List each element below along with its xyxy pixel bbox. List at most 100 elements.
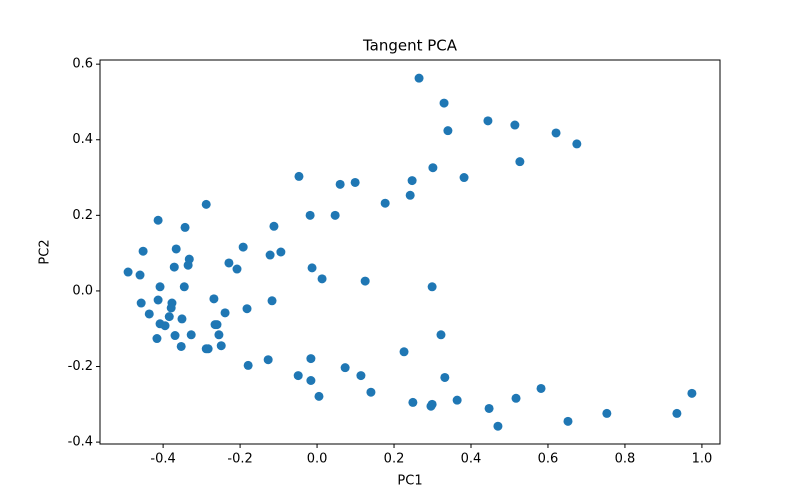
point [439, 98, 449, 108]
y-tick-label: 0.6 [72, 57, 93, 72]
point [153, 295, 163, 305]
point [164, 312, 174, 322]
point [436, 330, 446, 340]
point [160, 321, 170, 331]
point [493, 421, 503, 431]
point [536, 383, 546, 393]
point [340, 363, 350, 373]
x-tick-label: 0.2 [384, 452, 405, 467]
point [426, 401, 436, 411]
point [515, 157, 525, 167]
point [220, 308, 230, 318]
point [135, 270, 145, 280]
x-tick-label: 0.6 [538, 452, 559, 467]
point [209, 294, 219, 304]
chart-title: Tangent PCA [362, 37, 458, 55]
point [269, 221, 279, 231]
point [152, 334, 162, 344]
point [232, 264, 242, 274]
point [263, 355, 273, 365]
point [399, 347, 409, 357]
x-tick-label: 1.0 [692, 452, 713, 467]
point [138, 246, 148, 256]
point [267, 296, 277, 306]
x-tick-label: -0.4 [150, 452, 175, 467]
x-tick-label: 0.8 [615, 452, 636, 467]
point [177, 314, 187, 324]
point [428, 163, 438, 173]
point [180, 222, 190, 232]
point [350, 177, 360, 187]
point [153, 215, 163, 225]
y-tick-label: 0.2 [72, 208, 93, 223]
point [317, 274, 327, 284]
point [183, 260, 193, 270]
point [672, 408, 682, 418]
point [305, 210, 315, 220]
point [276, 247, 286, 257]
point [170, 331, 180, 341]
point [169, 262, 179, 272]
point [186, 330, 196, 340]
point [238, 242, 248, 252]
point [171, 244, 181, 254]
y-tick-label: 0.0 [72, 283, 93, 298]
x-tick-label: 0.4 [461, 452, 482, 467]
point [511, 393, 521, 403]
point [123, 267, 133, 277]
point [510, 120, 520, 130]
point [203, 344, 213, 354]
point [293, 371, 303, 381]
point [216, 341, 226, 351]
point [572, 139, 582, 149]
point [459, 173, 469, 183]
point [440, 372, 450, 382]
y-tick-label: 0.4 [72, 132, 93, 147]
point [407, 176, 417, 186]
point [484, 403, 494, 413]
point [265, 250, 275, 260]
point [443, 126, 453, 136]
x-tick-label: -0.2 [227, 452, 252, 467]
point [144, 309, 154, 319]
point [452, 395, 462, 405]
point [366, 387, 376, 397]
point [405, 190, 415, 200]
point [242, 304, 252, 314]
point [166, 303, 176, 313]
point [330, 210, 340, 220]
point [408, 397, 418, 407]
y-tick-label: -0.4 [68, 435, 93, 450]
point [224, 258, 234, 268]
x-tick-label: 0.0 [307, 452, 328, 467]
point [360, 276, 370, 286]
point [294, 171, 304, 181]
point [179, 282, 189, 292]
point [155, 282, 165, 292]
y-tick-label: -0.2 [68, 359, 93, 374]
point [356, 371, 366, 381]
plot-frame [99, 59, 721, 445]
point [306, 354, 316, 364]
point [307, 263, 317, 273]
point [136, 298, 146, 308]
point [602, 408, 612, 418]
point [201, 199, 211, 209]
point [687, 388, 697, 398]
point [427, 282, 437, 292]
point [483, 116, 493, 126]
point [243, 360, 253, 370]
x-axis-label: PC1 [397, 474, 422, 489]
point [214, 330, 224, 340]
point [563, 416, 573, 426]
point [314, 391, 324, 401]
point [551, 128, 561, 138]
point [306, 376, 316, 386]
point [335, 179, 345, 189]
point [380, 198, 390, 208]
y-axis-label: PC2 [38, 239, 53, 264]
point [210, 320, 220, 330]
point [414, 73, 424, 83]
point [176, 341, 186, 351]
